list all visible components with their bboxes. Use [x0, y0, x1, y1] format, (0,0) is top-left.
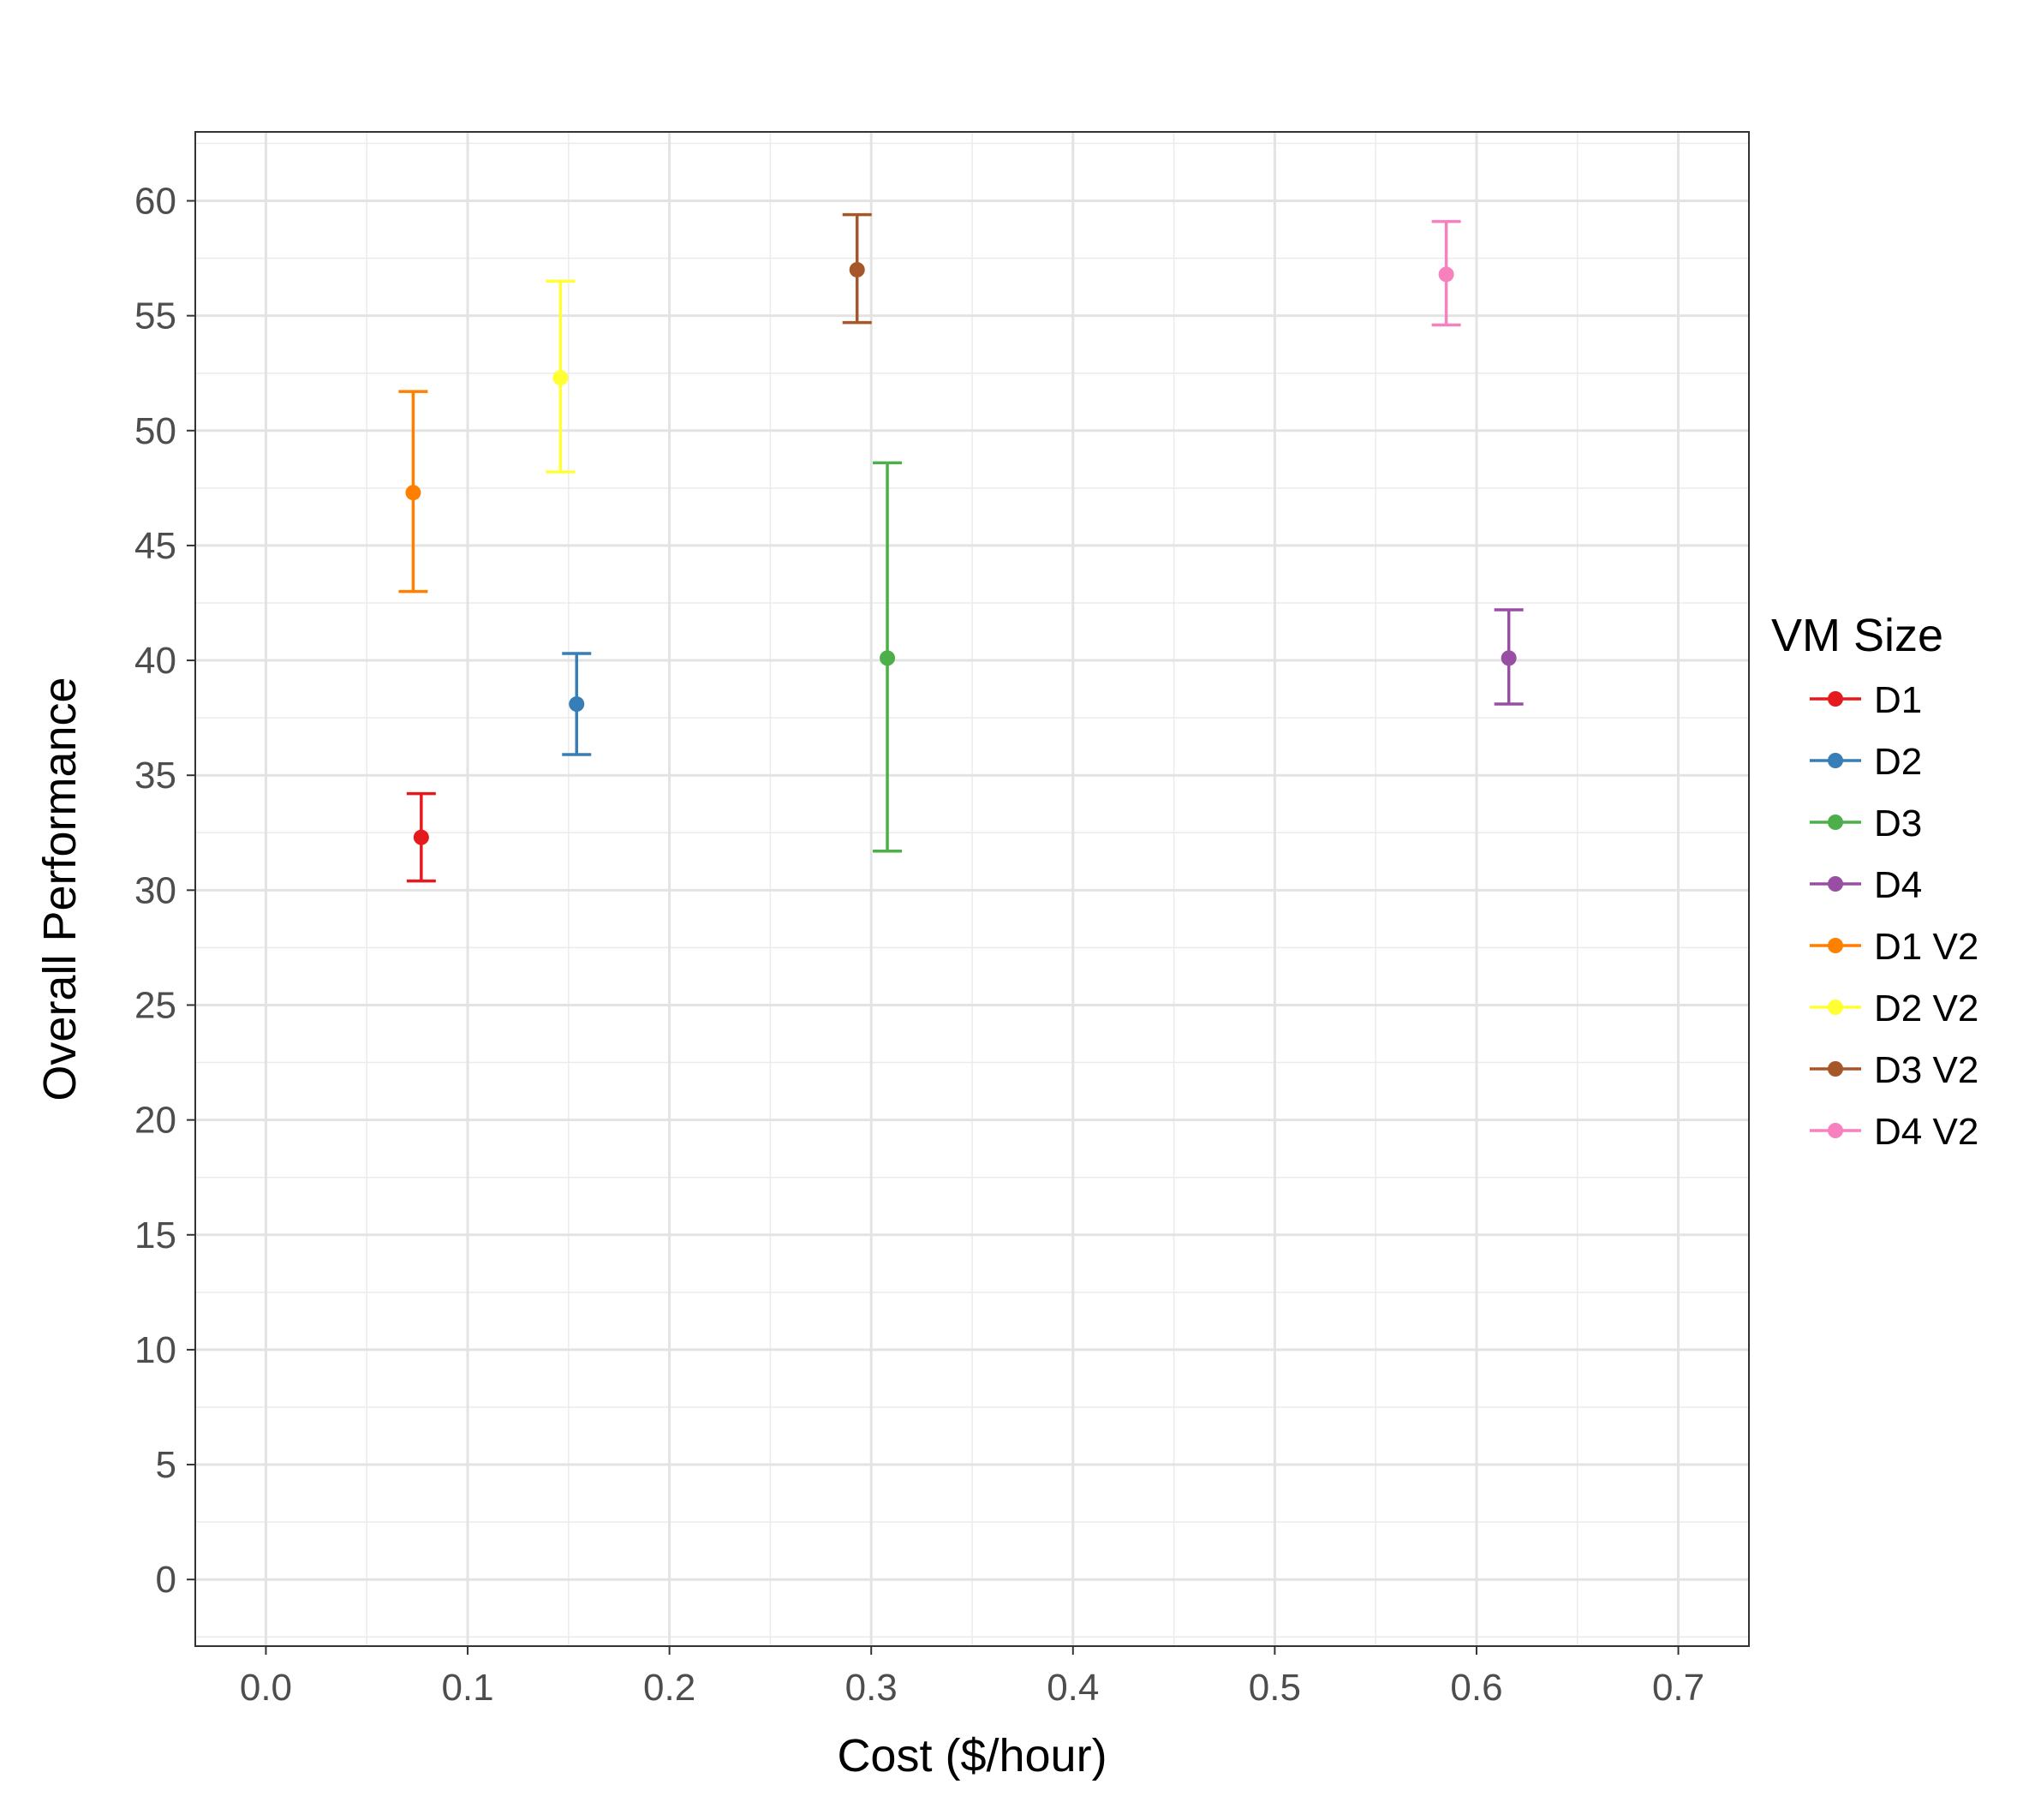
legend-items: D1 D2 D3 D4 D1 V2 D2 V2 D3 V2 D4 V2 — [1810, 679, 1978, 1153]
x-tick-label: 0.4 — [1047, 1667, 1099, 1709]
y-tick-label: 0 — [156, 1559, 176, 1601]
series-d1 — [406, 791, 436, 883]
y-tick-label: 20 — [134, 1100, 176, 1142]
y-tick-label: 50 — [134, 410, 176, 452]
x-tick-label: 0.6 — [1450, 1667, 1502, 1709]
x-axis-title: Cost ($/hour) — [837, 1730, 1107, 1781]
legend-item: D3 V2 — [1810, 1049, 1978, 1091]
y-tick-label: 25 — [134, 984, 176, 1026]
data-point — [552, 370, 569, 386]
legend-key-point — [1828, 815, 1843, 830]
data-point — [880, 650, 896, 666]
y-tick-label: 45 — [134, 525, 176, 567]
data-point — [413, 829, 429, 845]
legend-key-point — [1828, 876, 1843, 892]
legend-key-point — [1828, 1123, 1843, 1138]
data-point — [1438, 266, 1454, 283]
y-tick-label: 5 — [156, 1444, 176, 1486]
y-tick-label: 40 — [134, 640, 176, 682]
legend-key-point — [1828, 691, 1843, 707]
y-tick-label: 55 — [134, 295, 176, 337]
y-axis: 0 5 10 15 20 25 30 35 40 45 50 55 60 — [134, 180, 195, 1601]
series-d3-v2 — [842, 212, 872, 325]
legend-item: D1 — [1810, 679, 1922, 721]
legend-item: D4 — [1810, 864, 1922, 906]
legend-title: VM Size — [1771, 610, 1943, 661]
x-tick-label: 0.0 — [240, 1667, 292, 1709]
legend-label: D4 V2 — [1874, 1111, 1978, 1153]
series-d2-v2 — [546, 279, 576, 474]
x-tick-label: 0.1 — [441, 1667, 493, 1709]
y-tick-label: 15 — [134, 1214, 176, 1256]
legend-key-point — [1828, 753, 1843, 768]
legend-label: D2 V2 — [1874, 988, 1978, 1029]
legend-key-point — [1828, 938, 1843, 953]
x-tick-label: 0.3 — [845, 1667, 898, 1709]
x-tick-label: 0.5 — [1249, 1667, 1301, 1709]
y-tick-label: 60 — [134, 180, 176, 222]
legend-item: D3 — [1810, 803, 1922, 844]
legend-key-point — [1828, 1000, 1843, 1015]
series-d4-v2 — [1431, 219, 1461, 327]
series-d3 — [873, 461, 903, 853]
legend-item: D2 — [1810, 741, 1922, 783]
legend-item: D4 V2 — [1810, 1111, 1978, 1153]
major-gridlines — [195, 132, 1749, 1646]
series-d2 — [562, 652, 592, 756]
series-d4 — [1494, 608, 1524, 706]
legend-label: D3 — [1874, 803, 1922, 844]
y-axis-title: Overall Performance — [34, 677, 86, 1101]
data-point — [1501, 650, 1517, 666]
legend-item: D1 V2 — [1810, 926, 1978, 968]
legend: VM Size D1 D2 D3 D4 D1 V2 D2 V2 D3 V2 D4 V2 — [1771, 610, 1978, 1153]
legend-label: D2 — [1874, 741, 1922, 783]
minor-gridlines — [195, 132, 1749, 1646]
x-tick-label: 0.2 — [643, 1667, 695, 1709]
legend-label: D4 — [1874, 864, 1922, 906]
data-point — [569, 696, 585, 713]
y-tick-label: 30 — [134, 869, 176, 911]
legend-label: D1 — [1874, 679, 1922, 721]
legend-item: D2 V2 — [1810, 988, 1978, 1029]
y-tick-label: 10 — [134, 1329, 176, 1371]
x-axis: 0.0 0.1 0.2 0.3 0.4 0.5 0.6 0.7 — [240, 1646, 1704, 1709]
y-tick-label: 35 — [134, 755, 176, 797]
data-point — [849, 261, 865, 277]
data-marks — [398, 212, 1524, 883]
x-tick-label: 0.7 — [1652, 1667, 1704, 1709]
data-point — [405, 485, 421, 501]
plot-panel-border — [194, 131, 1750, 1647]
legend-label: D1 V2 — [1874, 926, 1978, 968]
legend-label: D3 V2 — [1874, 1049, 1978, 1091]
series-d1-v2 — [398, 390, 428, 594]
legend-key-point — [1828, 1061, 1843, 1077]
